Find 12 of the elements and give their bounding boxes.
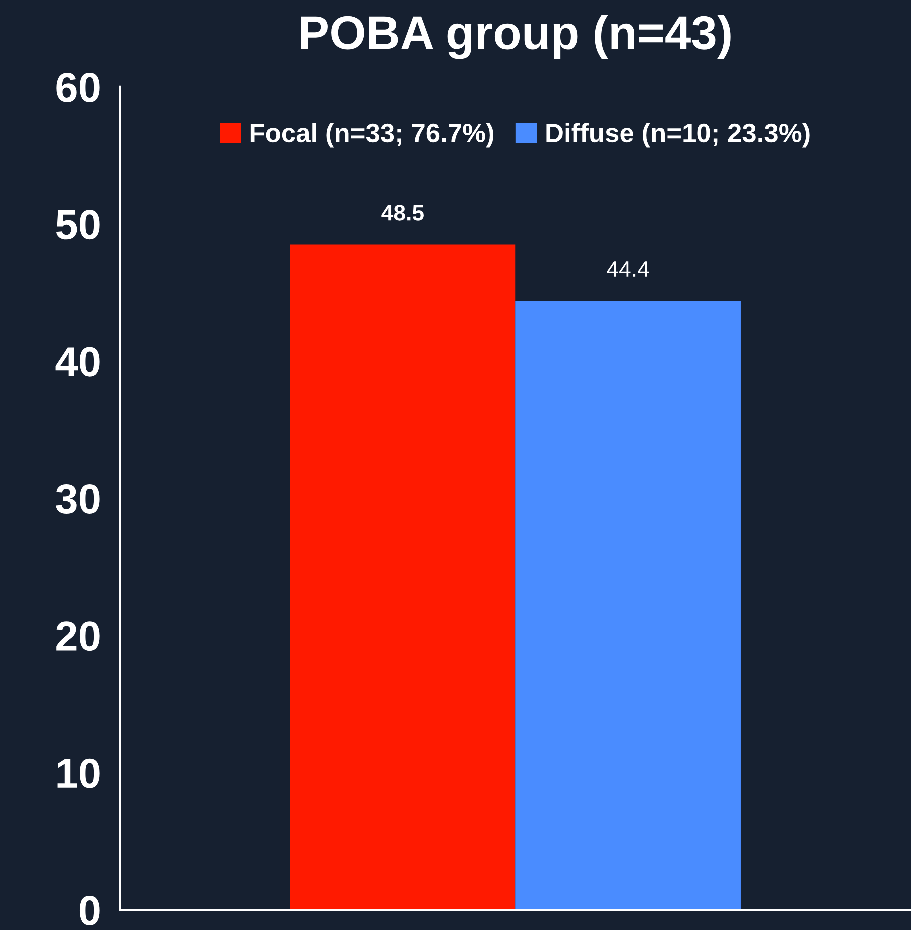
data-label: 48.5 bbox=[382, 205, 424, 221]
y-tick-label: 60 bbox=[56, 72, 100, 102]
chart-title: POBA group (n=43) bbox=[301, 15, 731, 60]
y-tick-label: 40 bbox=[56, 347, 100, 377]
y-tick-label: 10 bbox=[58, 758, 100, 788]
legend-label: Diffuse (n=10; 23.3%) bbox=[546, 123, 810, 148]
legend-label: Focal (n=33; 76.7%) bbox=[250, 123, 494, 148]
y-tick-label: 0 bbox=[80, 896, 100, 926]
data-label: 44.4 bbox=[607, 262, 650, 277]
y-tick-label: 30 bbox=[56, 484, 100, 514]
y-tick-label: 50 bbox=[56, 210, 100, 240]
y-tick-label: 20 bbox=[56, 622, 100, 652]
